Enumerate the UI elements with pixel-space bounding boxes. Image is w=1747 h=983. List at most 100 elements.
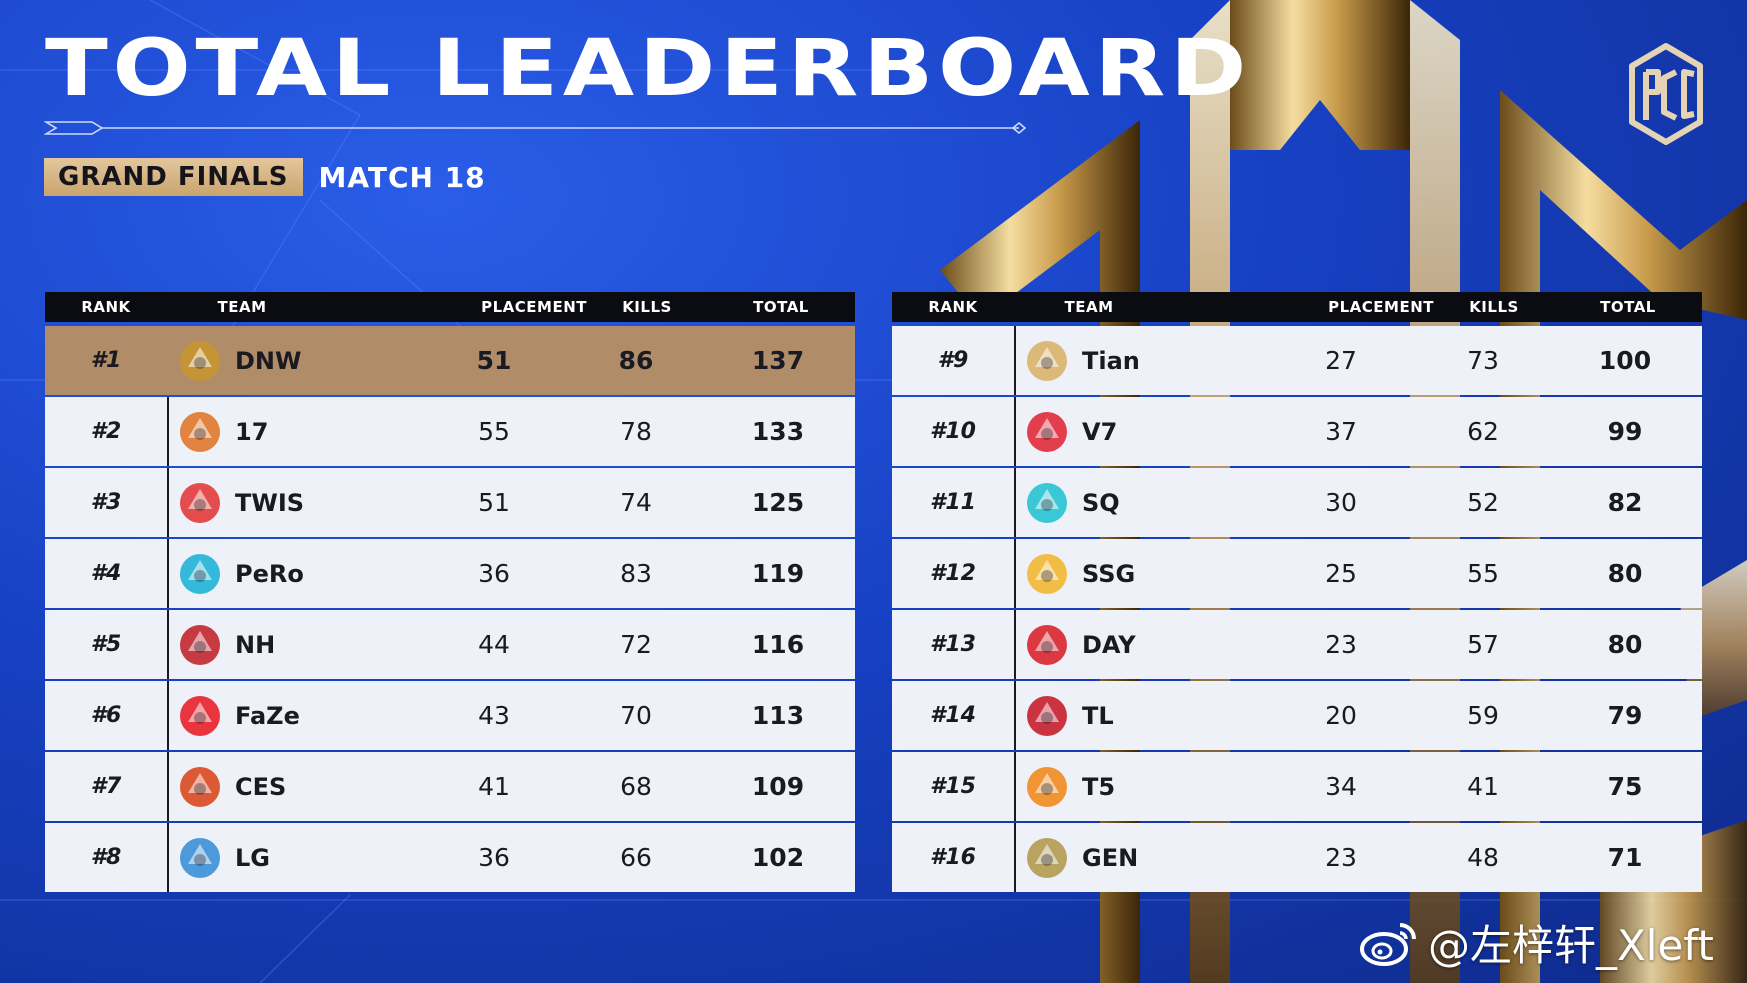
faze-logo-icon bbox=[169, 692, 231, 740]
header-total: TOTAL bbox=[753, 298, 809, 316]
table-row: #11 SQ 30 52 82 bbox=[892, 468, 1702, 537]
header-kills: KILLS bbox=[1469, 298, 1519, 316]
column-divider bbox=[1014, 468, 1016, 537]
table-row: #5 NH 44 72 116 bbox=[45, 610, 855, 679]
kills-cell: 41 bbox=[1467, 772, 1499, 801]
column-divider bbox=[167, 752, 169, 821]
header-rank: RANK bbox=[928, 298, 978, 316]
total-cell: 119 bbox=[751, 559, 805, 588]
total-cell: 125 bbox=[751, 488, 805, 517]
team-name: DAY bbox=[1082, 630, 1136, 659]
kills-cell: 55 bbox=[1467, 559, 1499, 588]
column-divider bbox=[1014, 681, 1016, 750]
team-name: NH bbox=[235, 630, 276, 659]
placement-cell: 20 bbox=[1325, 701, 1357, 730]
column-divider bbox=[1014, 397, 1016, 466]
rank-cell: #3 bbox=[90, 490, 122, 515]
total-cell: 102 bbox=[751, 843, 805, 872]
table-row: #13 DAY 23 57 80 bbox=[892, 610, 1702, 679]
team-name: T5 bbox=[1082, 772, 1116, 801]
column-divider bbox=[167, 823, 169, 892]
table-row: #14 TL 20 59 79 bbox=[892, 681, 1702, 750]
rank-cell: #12 bbox=[930, 561, 976, 586]
team-name: CES bbox=[235, 772, 287, 801]
kills-cell: 62 bbox=[1467, 417, 1499, 446]
nh-logo-icon bbox=[169, 621, 231, 669]
kills-cell: 72 bbox=[620, 630, 652, 659]
team-name: GEN bbox=[1082, 843, 1139, 872]
placement-cell: 23 bbox=[1325, 843, 1357, 872]
table-header: RANK TEAM PLACEMENT KILLS TOTAL bbox=[892, 292, 1702, 322]
column-divider bbox=[167, 610, 169, 679]
rank-cell: #1 bbox=[90, 348, 122, 373]
placement-cell: 51 bbox=[476, 346, 512, 375]
kills-cell: 66 bbox=[620, 843, 652, 872]
total-cell: 116 bbox=[751, 630, 805, 659]
17-gaming-logo-icon bbox=[169, 408, 231, 456]
total-cell: 80 bbox=[1607, 630, 1643, 659]
team-name: SSG bbox=[1082, 559, 1136, 588]
watermark: @左梓轩_Xleft bbox=[1360, 912, 1714, 973]
kills-cell: 73 bbox=[1467, 346, 1499, 375]
v7-logo-icon bbox=[1016, 408, 1078, 456]
team-name: SQ bbox=[1082, 488, 1120, 517]
kills-cell: 78 bbox=[620, 417, 652, 446]
team-name: TWIS bbox=[235, 488, 305, 517]
team-name: FaZe bbox=[235, 701, 300, 730]
rank-cell: #9 bbox=[937, 348, 969, 373]
total-cell: 79 bbox=[1607, 701, 1643, 730]
placement-cell: 36 bbox=[478, 843, 510, 872]
kills-cell: 57 bbox=[1467, 630, 1499, 659]
ssg-logo-icon bbox=[1016, 550, 1078, 598]
placement-cell: 23 bbox=[1325, 630, 1357, 659]
team-name: LG bbox=[235, 843, 270, 872]
placement-cell: 27 bbox=[1325, 346, 1357, 375]
leaderboard-right: RANK TEAM PLACEMENT KILLS TOTAL #9 Tian 27… bbox=[892, 292, 1702, 892]
total-cell: 113 bbox=[751, 701, 805, 730]
header-kills: KILLS bbox=[622, 298, 672, 316]
placement-cell: 37 bbox=[1325, 417, 1357, 446]
rank-cell: #8 bbox=[90, 845, 122, 870]
placement-cell: 30 bbox=[1325, 488, 1357, 517]
team-name: 17 bbox=[235, 417, 269, 446]
header-placement: PLACEMENT bbox=[1328, 298, 1434, 316]
table-row: #3 TWIS 51 74 125 bbox=[45, 468, 855, 537]
weibo-icon bbox=[1360, 922, 1416, 966]
table-row: #7 CES 41 68 109 bbox=[45, 752, 855, 821]
placement-cell: 41 bbox=[478, 772, 510, 801]
stage-header: GRAND FINALS MATCH 18 bbox=[44, 158, 486, 196]
kills-cell: 86 bbox=[618, 346, 654, 375]
placement-cell: 43 bbox=[478, 701, 510, 730]
team-name: DNW bbox=[235, 346, 302, 375]
header-rank: RANK bbox=[81, 298, 131, 316]
ces-logo-icon bbox=[169, 763, 231, 811]
kills-cell: 48 bbox=[1467, 843, 1499, 872]
rank-cell: #6 bbox=[90, 703, 122, 728]
pero-logo-icon bbox=[169, 550, 231, 598]
kills-cell: 52 bbox=[1467, 488, 1499, 517]
column-divider bbox=[1014, 539, 1016, 608]
table-row: #16 GEN 23 48 71 bbox=[892, 823, 1702, 892]
twis-logo-icon bbox=[169, 479, 231, 527]
header-total: TOTAL bbox=[1600, 298, 1656, 316]
rank-cell: #15 bbox=[930, 774, 976, 799]
placement-cell: 55 bbox=[478, 417, 510, 446]
table-row: #10 V7 37 62 99 bbox=[892, 397, 1702, 466]
kills-cell: 74 bbox=[620, 488, 652, 517]
placement-cell: 44 bbox=[478, 630, 510, 659]
rank-cell: #13 bbox=[930, 632, 976, 657]
total-cell: 80 bbox=[1607, 559, 1643, 588]
rank-cell: #10 bbox=[930, 419, 976, 444]
t5-logo-icon bbox=[1016, 763, 1078, 811]
table-row: #4 PeRo 36 83 119 bbox=[45, 539, 855, 608]
rank-cell: #2 bbox=[90, 419, 122, 444]
kills-cell: 68 bbox=[620, 772, 652, 801]
total-cell: 71 bbox=[1607, 843, 1643, 872]
rank-cell: #7 bbox=[90, 774, 122, 799]
total-cell: 109 bbox=[751, 772, 805, 801]
header-team: TEAM bbox=[217, 298, 267, 316]
team-name: V7 bbox=[1082, 417, 1118, 446]
kills-cell: 83 bbox=[620, 559, 652, 588]
gen-logo-icon bbox=[1016, 834, 1078, 882]
team-name: Tian bbox=[1082, 346, 1140, 375]
